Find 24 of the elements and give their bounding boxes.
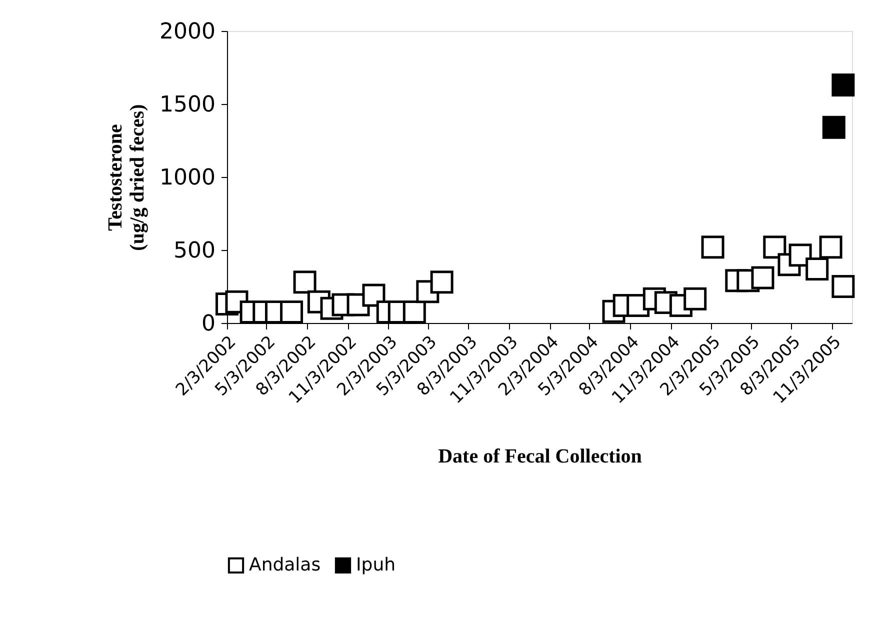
x-axis-title: Date of Fecal Collection xyxy=(438,445,642,468)
point xyxy=(402,300,426,324)
point xyxy=(832,275,855,298)
y-tick-label: 0 xyxy=(202,312,216,336)
point xyxy=(806,257,829,280)
point xyxy=(819,236,842,259)
point xyxy=(684,287,707,310)
point xyxy=(293,270,316,294)
point xyxy=(832,74,855,97)
point xyxy=(280,300,304,324)
y-tick-label: 500 xyxy=(174,238,216,264)
legend-label: Ipuh xyxy=(356,554,396,576)
point xyxy=(822,116,846,139)
y-tick-label: 1500 xyxy=(160,92,216,118)
point xyxy=(701,236,724,259)
point xyxy=(751,266,774,290)
y-axis-title: Testosterone (ug/g dried feces) xyxy=(104,104,149,251)
point xyxy=(430,270,454,294)
point xyxy=(788,244,812,267)
point xyxy=(362,284,386,307)
legend-label: Andalas xyxy=(249,554,321,576)
y-tick-label: 2000 xyxy=(160,20,216,44)
y-tick-label: 1000 xyxy=(160,166,216,190)
point xyxy=(763,236,786,259)
